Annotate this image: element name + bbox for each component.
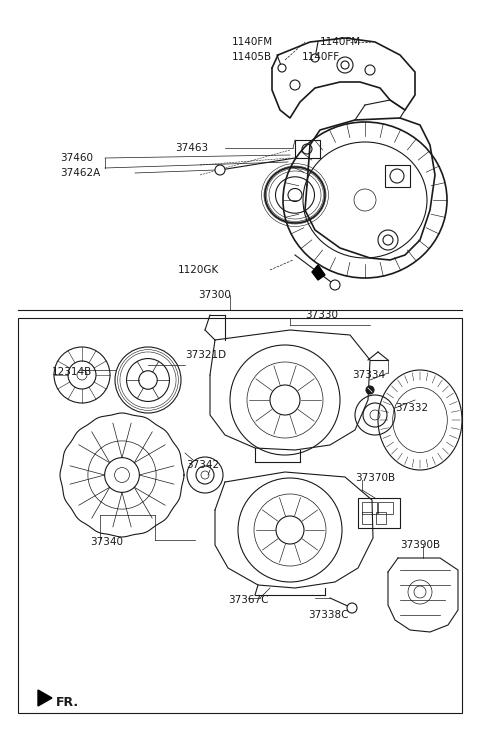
Text: 11405B: 11405B: [232, 52, 272, 62]
Text: 37332: 37332: [395, 403, 428, 413]
Text: 37463: 37463: [175, 143, 208, 153]
Text: 37340: 37340: [90, 537, 123, 547]
Text: 12314B: 12314B: [52, 367, 92, 377]
Circle shape: [278, 64, 286, 72]
Text: 37370B: 37370B: [355, 473, 395, 483]
Text: 37390B: 37390B: [400, 540, 440, 550]
Text: 37342: 37342: [186, 460, 219, 470]
Bar: [295, 140, 320, 158]
Text: 37321D: 37321D: [185, 350, 226, 360]
Bar: [362, 512, 372, 524]
Text: 1140FM: 1140FM: [320, 37, 361, 47]
Text: 1120GK: 1120GK: [178, 265, 219, 275]
Text: 1140FM: 1140FM: [232, 37, 273, 47]
Bar: [358, 498, 400, 528]
Text: 37367C: 37367C: [228, 595, 268, 605]
Text: 37300: 37300: [198, 290, 231, 300]
Text: 37460: 37460: [60, 153, 93, 163]
Bar: [378, 502, 393, 514]
Circle shape: [366, 386, 374, 394]
Bar: [385, 165, 410, 187]
Bar: [362, 502, 377, 514]
Text: 37330: 37330: [305, 310, 338, 320]
Text: 37338C: 37338C: [308, 610, 348, 620]
Text: 37462A: 37462A: [60, 168, 100, 178]
Bar: [376, 512, 386, 524]
Text: FR.: FR.: [56, 695, 79, 709]
Circle shape: [311, 54, 319, 62]
Circle shape: [347, 603, 357, 613]
Circle shape: [330, 280, 340, 290]
Bar: [18, 318, 462, 713]
Polygon shape: [38, 690, 52, 706]
Circle shape: [215, 165, 225, 175]
Text: 1140FF: 1140FF: [302, 52, 340, 62]
Polygon shape: [312, 265, 325, 280]
Text: 37334: 37334: [352, 370, 385, 380]
